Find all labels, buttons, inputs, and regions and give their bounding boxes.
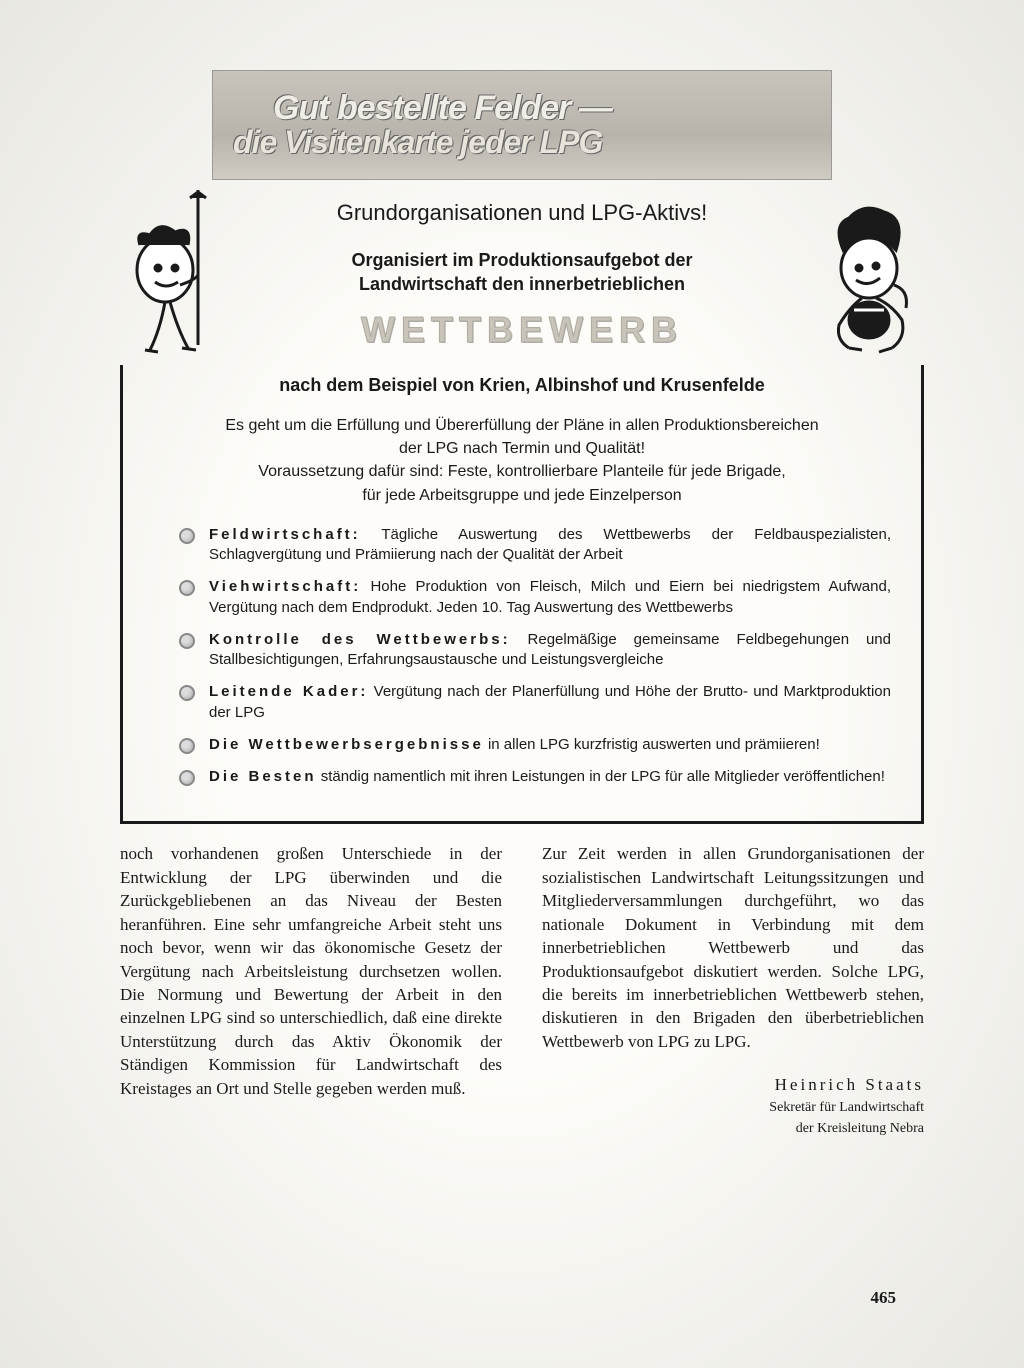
bullet-lead: Kontrolle des Wettbewerbs: (209, 631, 511, 648)
header-title: Grundorganisationen und LPG-Aktivs! (242, 200, 802, 226)
bullet-text: in allen LPG kurzfristig auswerten und p… (484, 736, 820, 753)
body-columns: noch vorhandenen großen Unterschiede in … (120, 842, 924, 1138)
header-center: Grundorganisationen und LPG-Aktivs! Orga… (242, 190, 802, 351)
signature-block: Heinrich Staats Sekretär für Landwirtsch… (542, 1073, 924, 1138)
farmer-illustration-right (814, 190, 924, 365)
info-box: nach dem Beispiel von Krien, Albinshof u… (120, 365, 924, 824)
intro-line: Es geht um die Erfüllung und Übererfüllu… (225, 417, 818, 434)
farmer-illustration-left (120, 190, 230, 365)
bullet-lead: Feldwirtschaft: (209, 526, 361, 543)
list-item: Die Wettbewerbsergebnisse in allen LPG k… (203, 735, 891, 755)
banner-line-2: die Visitenkarte jeder LPG (233, 124, 831, 161)
header-subtitle-2: Landwirtschaft den innerbetrieblichen (242, 272, 802, 296)
list-item: Viehwirtschaft: Hohe Produktion von Flei… (203, 577, 891, 618)
signature-name: Heinrich Staats (542, 1073, 924, 1096)
header-subtitle-1: Organisiert im Produktionsaufgebot der (242, 248, 802, 272)
headline-banner: Gut bestellte Felder — die Visitenkarte … (212, 70, 832, 180)
signature-role-2: der Kreisleitung Nebra (542, 1120, 924, 1139)
box-intro: Es geht um die Erfüllung und Übererfüllu… (153, 414, 891, 507)
bullet-lead: Viehwirtschaft: (209, 578, 361, 595)
column-right: Zur Zeit werden in allen Grundorgani­sat… (542, 842, 924, 1138)
bullet-text: ständig namentlich mit ihren Leistungen … (317, 768, 885, 785)
signature-role-1: Sekretär für Landwirtschaft (542, 1099, 924, 1118)
column-left: noch vorhandenen großen Unterschiede in … (120, 842, 502, 1138)
list-item: Kontrolle des Wettbewerbs: Regelmäßige g… (203, 630, 891, 671)
bullet-lead: Die Besten (209, 768, 317, 785)
bullet-list: Feldwirtschaft: Tägliche Auswertung des … (153, 525, 891, 788)
bullet-lead: Die Wettbewerbsergebnisse (209, 736, 484, 753)
bullet-lead: Leitende Kader: (209, 683, 368, 700)
col2-text: Zur Zeit werden in allen Grundorgani­sat… (542, 842, 924, 1053)
page-number: 465 (871, 1288, 897, 1308)
banner-line-1: Gut bestellte Felder — (273, 89, 831, 128)
list-item: Feldwirtschaft: Tägliche Auswertung des … (203, 525, 891, 566)
intro-line: der LPG nach Termin und Qualität! (399, 440, 645, 457)
list-item: Die Besten ständig namentlich mit ihren … (203, 767, 891, 787)
box-title: nach dem Beispiel von Krien, Albinshof u… (153, 375, 891, 396)
wettbewerb-word: WETTBEWERB (242, 309, 802, 351)
page: Gut bestellte Felder — die Visitenkarte … (0, 0, 1024, 1368)
intro-line: Voraussetzung dafür sind: Feste, kontrol… (258, 463, 785, 480)
header-row: Grundorganisationen und LPG-Aktivs! Orga… (120, 190, 924, 365)
intro-line: für jede Arbeitsgruppe und jede Einzelpe… (362, 487, 681, 504)
list-item: Leitende Kader: Vergütung nach der Plane… (203, 682, 891, 723)
